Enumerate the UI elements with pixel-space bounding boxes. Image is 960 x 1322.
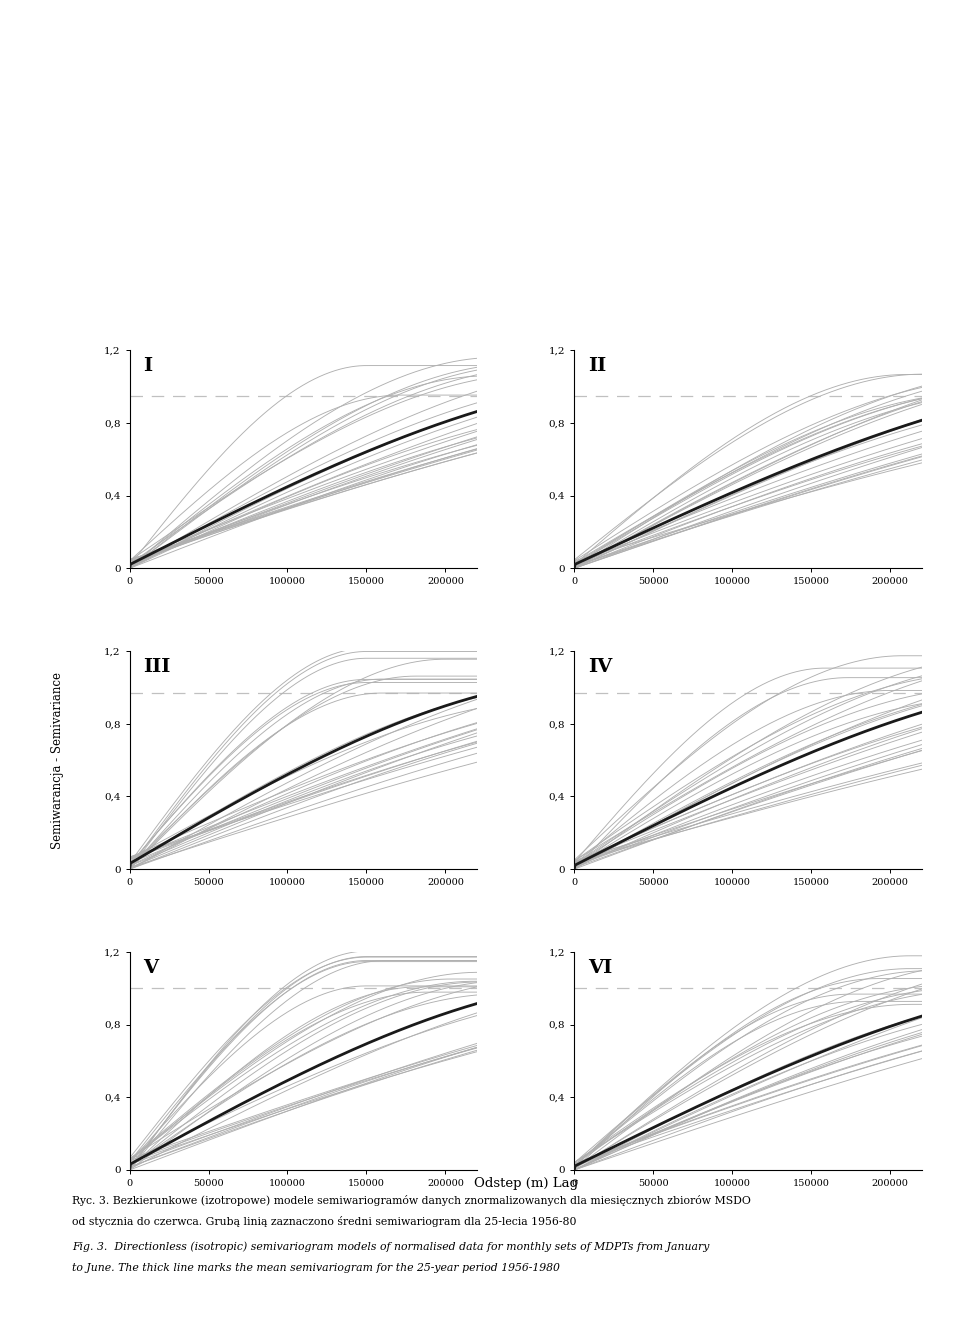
- Text: Ryc. 3. Bezkierunkowe (izotropowe) modele semiwariogramów danych znormalizowanyc: Ryc. 3. Bezkierunkowe (izotropowe) model…: [72, 1195, 751, 1206]
- Text: IV: IV: [588, 658, 612, 676]
- Text: od stycznia do czerwca. Grubą linią zaznaczono średni semiwariogram dla 25-lecia: od stycznia do czerwca. Grubą linią zazn…: [72, 1216, 577, 1227]
- Text: VI: VI: [588, 958, 612, 977]
- Text: Odstep (m) Lag: Odstep (m) Lag: [474, 1177, 578, 1190]
- Text: I: I: [143, 357, 153, 375]
- Text: Semiwarancja - Semivariance: Semiwarancja - Semivariance: [51, 672, 64, 849]
- Text: III: III: [143, 658, 171, 676]
- Text: Fig. 3.  Directionless (isotropic) semivariogram models of normalised data for m: Fig. 3. Directionless (isotropic) semiva…: [72, 1241, 709, 1252]
- Text: V: V: [143, 958, 158, 977]
- Text: II: II: [588, 357, 607, 375]
- Text: to June. The thick line marks the mean semivariogram for the 25-year period 1956: to June. The thick line marks the mean s…: [72, 1263, 560, 1273]
